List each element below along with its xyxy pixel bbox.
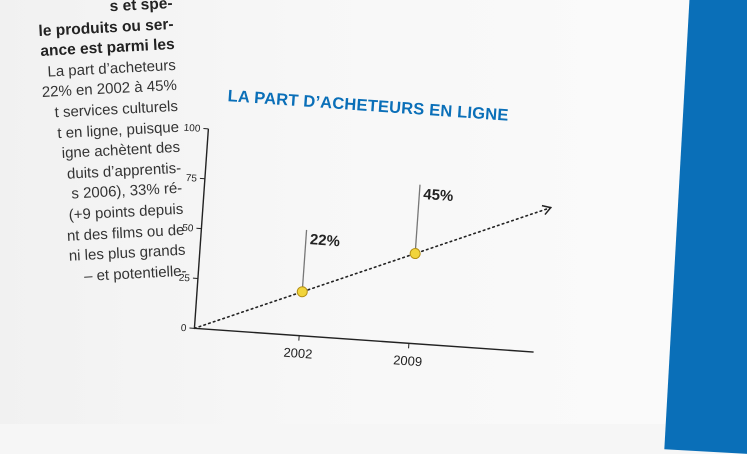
data-label: 22% [309,231,340,250]
y-tick-label: 25 [178,273,190,285]
line-chart: 0 25 50 75 100 2002 2009 22% 45% [145,78,586,417]
y-tick-label: 0 [180,323,187,334]
y-tick-label: 50 [182,223,194,235]
x-tick-label: 2009 [393,352,423,369]
x-axis [194,328,533,352]
data-label: 45% [423,186,454,205]
trend-line [194,183,550,352]
y-tick-label: 100 [183,123,201,135]
leader-line [415,185,420,254]
data-point [297,286,308,297]
document-page: s et spé- le produits ou ser- ance est p… [0,0,747,424]
data-point [410,248,421,259]
y-tick-label: 75 [185,173,197,185]
trend-arrowhead [541,206,550,215]
blue-side-band [664,0,747,454]
leader-line [302,230,306,292]
x-tick-label: 2002 [283,345,313,362]
